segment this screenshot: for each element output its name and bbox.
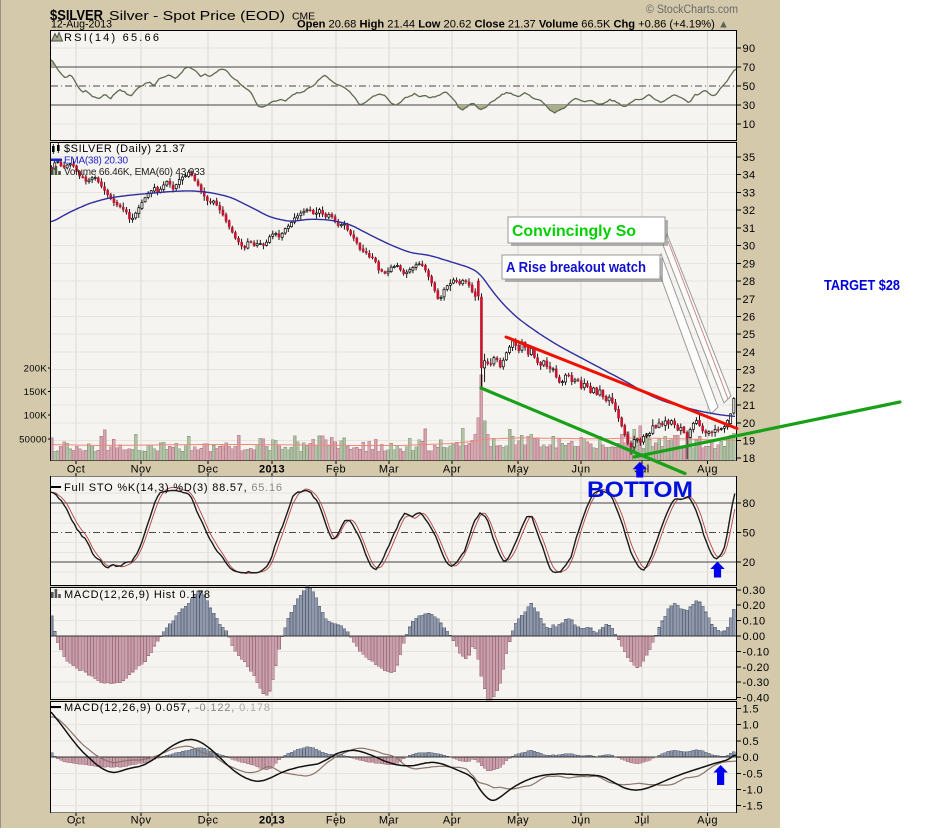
svg-text:12-Aug-2013: 12-Aug-2013 [51,19,112,31]
svg-text:Dec: Dec [198,815,219,827]
svg-text:31: 31 [743,223,756,235]
svg-text:Feb: Feb [326,815,346,827]
svg-text:-0.20: -0.20 [743,662,770,674]
svg-text:-0.5: -0.5 [743,768,764,780]
svg-text:Dec: Dec [198,464,219,476]
svg-text:May: May [507,815,529,827]
svg-text:Convincingly So: Convincingly So [512,223,636,240]
svg-text:A Rise breakout watch: A Rise breakout watch [506,260,646,276]
svg-text:90: 90 [743,43,756,55]
svg-text:2013: 2013 [259,464,285,476]
svg-text:0.20: 0.20 [743,600,766,612]
svg-text:Mar: Mar [379,464,399,476]
svg-text:Volume 66.46K, EMA(60) 43,933: Volume 66.46K, EMA(60) 43,933 [64,167,205,178]
svg-text:-1.5: -1.5 [743,801,764,813]
svg-text:Silver - Spot Price (EOD): Silver - Spot Price (EOD) [109,9,285,23]
svg-text:30: 30 [743,100,756,112]
svg-text:20: 20 [743,557,756,569]
svg-text:Aug: Aug [697,815,718,827]
svg-text:0.30: 0.30 [743,585,766,597]
svg-text:32: 32 [743,205,756,217]
svg-text:22: 22 [743,382,756,394]
svg-text:Jul: Jul [634,815,649,827]
svg-text:19: 19 [743,436,756,448]
svg-text:27: 27 [743,294,756,306]
svg-text:29: 29 [743,258,756,270]
svg-text:Oct: Oct [67,815,85,827]
svg-text:100K: 100K [24,411,48,422]
svg-text:26: 26 [743,311,756,323]
svg-text:0.0: 0.0 [743,752,760,764]
svg-text:150K: 150K [24,387,48,398]
svg-text:1.0: 1.0 [743,720,760,732]
svg-text:-1.0: -1.0 [743,785,764,797]
svg-text:24: 24 [743,347,756,359]
svg-text:-0.10: -0.10 [743,646,770,658]
svg-text:© StockCharts.com: © StockCharts.com [646,4,738,16]
svg-text:MACD(12,26,9) Hist 0.178: MACD(12,26,9) Hist 0.178 [64,589,210,601]
svg-text:1.5: 1.5 [743,704,760,716]
svg-text:0.10: 0.10 [743,616,766,628]
svg-text:-0.30: -0.30 [743,677,770,689]
svg-text:RSI(14) 65.66: RSI(14) 65.66 [64,32,159,44]
svg-text:10: 10 [743,119,756,131]
svg-text:18: 18 [743,453,756,465]
svg-text:0.00: 0.00 [743,631,766,643]
svg-text:Oct: Oct [67,464,85,476]
svg-text:Nov: Nov [131,815,152,827]
svg-text:Apr: Apr [443,815,461,827]
svg-text:50000: 50000 [19,434,47,445]
svg-text:30: 30 [743,241,756,253]
svg-text:Aug: Aug [697,464,718,476]
svg-text:50: 50 [743,81,756,93]
svg-text:33: 33 [743,187,756,199]
svg-text:Open 20.68 High 21.44 Low 20.6: Open 20.68 High 21.44 Low 20.62 Close 21… [297,19,729,31]
svg-text:Nov: Nov [131,464,152,476]
svg-text:25: 25 [743,329,756,341]
svg-text:50: 50 [743,528,756,540]
svg-text:BOTTOM: BOTTOM [587,477,693,502]
svg-text:200K: 200K [24,363,48,374]
svg-text:$SILVER (Daily) 21.37: $SILVER (Daily) 21.37 [64,143,185,155]
svg-text:20: 20 [743,418,756,430]
svg-text:80: 80 [743,498,756,510]
svg-text:MACD(12,26,9) 0.057, -0.122, 0: MACD(12,26,9) 0.057, -0.122, 0.178 [64,702,270,714]
svg-text:34: 34 [743,170,756,182]
svg-text:Apr: Apr [443,464,461,476]
svg-text:2013: 2013 [259,815,285,827]
svg-text:35: 35 [743,152,756,164]
svg-text:TARGET $28: TARGET $28 [824,277,900,294]
svg-text:Jun: Jun [572,815,591,827]
svg-text:EMA(38) 20.30: EMA(38) 20.30 [64,156,128,167]
svg-text:28: 28 [743,276,756,288]
svg-text:Mar: Mar [379,815,399,827]
svg-text:23: 23 [743,365,756,377]
svg-text:Full STO %K(14,3) %D(3) 88.57,: Full STO %K(14,3) %D(3) 88.57, 65.16 [64,482,282,494]
svg-text:Jun: Jun [572,464,591,476]
svg-text:Feb: Feb [326,464,346,476]
svg-text:May: May [507,464,529,476]
svg-text:0.5: 0.5 [743,736,760,748]
svg-text:21: 21 [743,400,756,412]
svg-text:70: 70 [743,62,756,74]
